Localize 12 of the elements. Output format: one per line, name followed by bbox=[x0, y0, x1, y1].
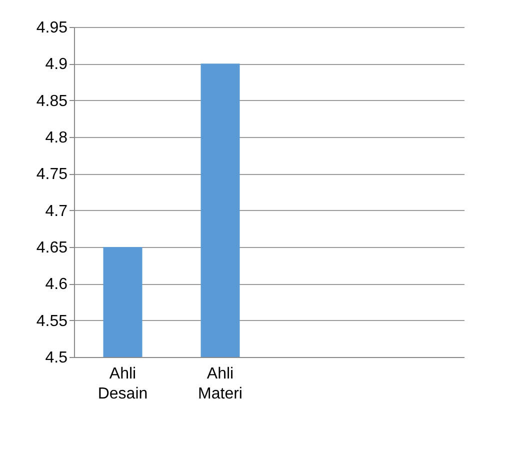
y-tick-label: 4.5 bbox=[45, 350, 68, 366]
x-tick-label: Ahli Materi bbox=[198, 366, 242, 402]
y-tick-label: 4.6 bbox=[45, 276, 68, 294]
y-tick-label: 4.95 bbox=[36, 20, 68, 36]
y-tick-label: 4.75 bbox=[36, 166, 68, 184]
y-tick-label: 4.85 bbox=[36, 92, 68, 110]
y-tick-label: 4.7 bbox=[45, 202, 68, 220]
y-tick-label: 4.8 bbox=[45, 130, 68, 146]
y-tick-label: 4.55 bbox=[36, 312, 68, 330]
y-tick-label: 4.9 bbox=[45, 56, 68, 74]
x-tick-label: Ahli Desain bbox=[98, 366, 148, 402]
y-tick-label: 4.65 bbox=[36, 240, 68, 256]
